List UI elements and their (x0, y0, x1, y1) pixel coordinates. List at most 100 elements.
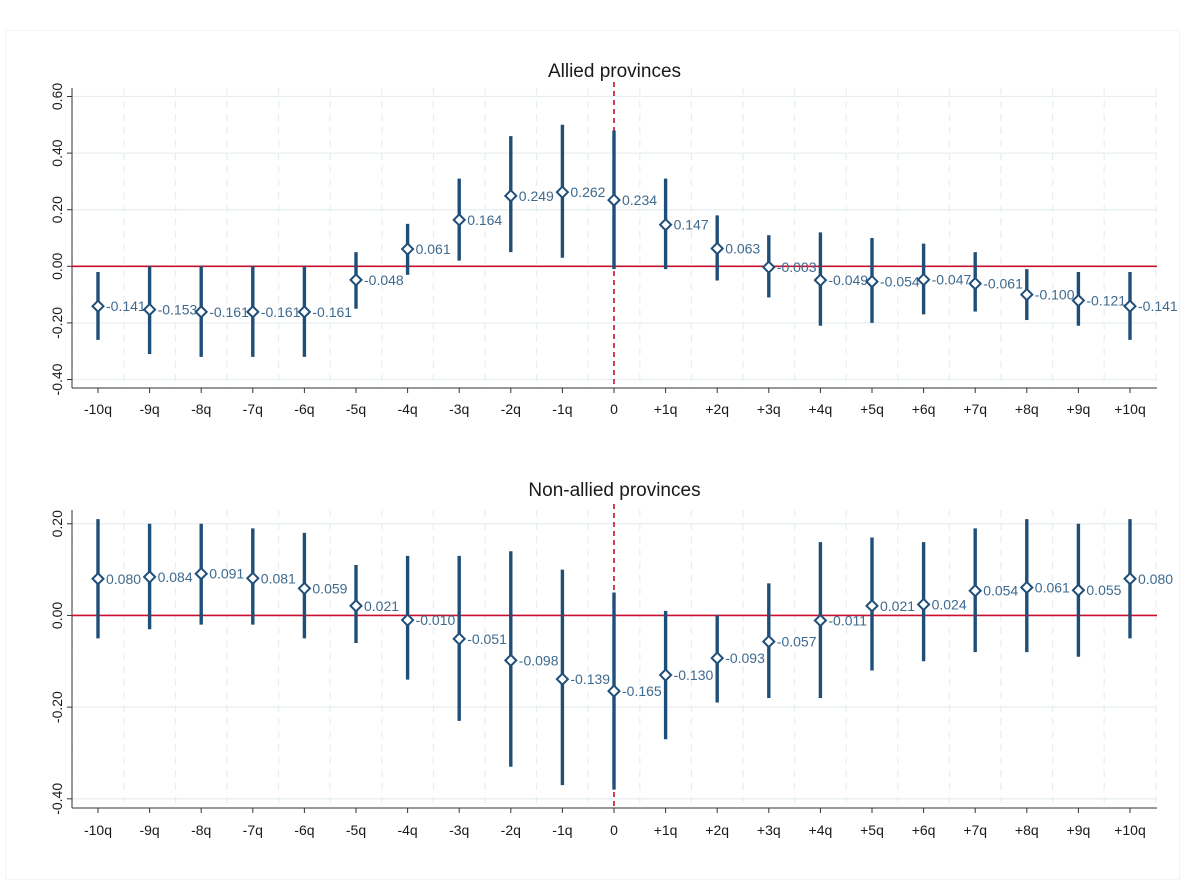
data-label: -0.153 (158, 302, 198, 318)
point-estimate-marker (916, 597, 931, 612)
data-label: 0.080 (106, 571, 141, 587)
point-estimate-marker (710, 651, 725, 665)
data-label: 0.091 (209, 566, 244, 582)
x-tick-label: -2q (501, 401, 521, 417)
data-label: 0.061 (416, 241, 451, 257)
x-tick-label: -5q (346, 401, 366, 417)
x-tick-label: +10q (1114, 822, 1146, 838)
panel-1: Allied provinces 0.60 0.40 0.20 0.00 -0.20 -0.… (49, 61, 1178, 417)
data-label: 0.054 (983, 583, 1018, 599)
data-label: -0.141 (1138, 298, 1178, 314)
point-estimate-marker (142, 570, 157, 584)
point-estimate-marker (1071, 293, 1086, 308)
data-label: -0.057 (777, 634, 817, 650)
point-estimate-marker (968, 583, 983, 598)
point-estimate-marker (452, 212, 467, 227)
data-label: -0.048 (364, 272, 404, 288)
point-estimate-marker (297, 581, 312, 596)
data-label: 0.024 (932, 596, 967, 612)
x-tick-label: +5q (860, 401, 884, 417)
x-tick-label: -6q (294, 401, 314, 417)
x-tick-label: +6q (912, 822, 936, 838)
y-tick-label: -0.40 (49, 783, 65, 815)
x-tick-label: 0 (610, 822, 618, 838)
x-tick-label: +9q (1067, 401, 1091, 417)
data-label: -0.098 (519, 652, 559, 668)
data-label: -0.061 (983, 276, 1023, 292)
x-tick-label: +6q (912, 401, 936, 417)
x-tick-label: -10q (84, 822, 112, 838)
data-label: -0.051 (467, 631, 507, 647)
point-estimate-marker (91, 571, 105, 586)
chart-frame (5, 30, 1180, 880)
x-tick-label: +7q (963, 822, 987, 838)
point-estimate-marker (349, 272, 363, 287)
x-tick-label: -7q (243, 401, 263, 417)
x-tick-label: -6q (294, 822, 314, 838)
data-label: 0.081 (261, 570, 296, 586)
x-tick-label: -3q (449, 401, 469, 417)
y-tick-label: -0.20 (49, 691, 65, 723)
data-label: -0.003 (777, 259, 817, 275)
point-estimate-marker (555, 672, 570, 687)
data-label: -0.093 (725, 650, 765, 666)
panel-2: Non-allied provinces 0.20 0.00 -0.20 -0.40 -1… (49, 480, 1173, 838)
point-estimate-marker (761, 634, 776, 649)
x-tick-label: -5q (346, 822, 366, 838)
x-tick-label: -8q (191, 822, 211, 838)
x-tick-label: -9q (139, 822, 159, 838)
x-tick-label: +8q (1015, 822, 1039, 838)
x-tick-label: +2q (705, 822, 729, 838)
point-estimate-marker (607, 193, 621, 207)
x-tick-label: +1q (654, 401, 678, 417)
point-estimate-marker (194, 566, 209, 581)
data-label: 0.249 (519, 188, 554, 204)
data-label: 0.063 (725, 240, 760, 256)
data-label: -0.161 (261, 304, 301, 320)
y-tick-label: -0.40 (49, 363, 65, 395)
x-tick-label: +7q (963, 401, 987, 417)
point-estimate-marker (503, 653, 518, 668)
point-estimate-marker (503, 188, 518, 203)
point-estimate-marker (555, 185, 570, 200)
point-estimate-marker (658, 668, 673, 682)
x-tick-label: +9q (1067, 822, 1091, 838)
y-tick-label: 0.40 (49, 139, 65, 166)
point-estimate-marker (916, 272, 931, 287)
y-tick-label: -0.20 (49, 307, 65, 339)
x-tick-label: +4q (809, 401, 833, 417)
point-estimate-marker (400, 242, 415, 256)
x-tick-label: +1q (654, 822, 678, 838)
x-tick-label: -4q (397, 822, 417, 838)
x-tick-label: -8q (191, 401, 211, 417)
x-tick-label: +3q (757, 822, 781, 838)
x-tick-label: +8q (1015, 401, 1039, 417)
point-estimate-marker (400, 613, 415, 627)
x-tick-label: +4q (809, 822, 833, 838)
data-label: 0.262 (570, 184, 605, 200)
data-label: 0.164 (467, 212, 502, 228)
x-tick-label: -7q (243, 822, 263, 838)
data-label: -0.130 (674, 667, 714, 683)
data-label: 0.234 (622, 192, 657, 208)
data-label: -0.161 (209, 304, 249, 320)
data-label: -0.010 (416, 612, 456, 628)
point-estimate-marker (1123, 571, 1137, 586)
point-estimate-marker (1019, 287, 1034, 302)
data-label: -0.165 (622, 683, 662, 699)
x-tick-label: -3q (449, 822, 469, 838)
data-label: -0.161 (312, 304, 352, 320)
point-estimate-marker (1123, 299, 1137, 314)
point-estimate-marker (761, 260, 776, 275)
x-tick-label: +3q (757, 401, 781, 417)
x-tick-label: -10q (84, 401, 112, 417)
data-label: -0.047 (932, 272, 972, 288)
data-label: -0.100 (1035, 287, 1075, 303)
point-estimate-marker (813, 613, 828, 628)
data-label: -0.141 (106, 298, 146, 314)
x-tick-label: -1q (552, 822, 572, 838)
point-estimate-marker (349, 598, 363, 613)
data-label: 0.055 (1086, 582, 1121, 598)
point-estimate-marker (865, 274, 879, 289)
data-label: 0.021 (364, 598, 399, 614)
